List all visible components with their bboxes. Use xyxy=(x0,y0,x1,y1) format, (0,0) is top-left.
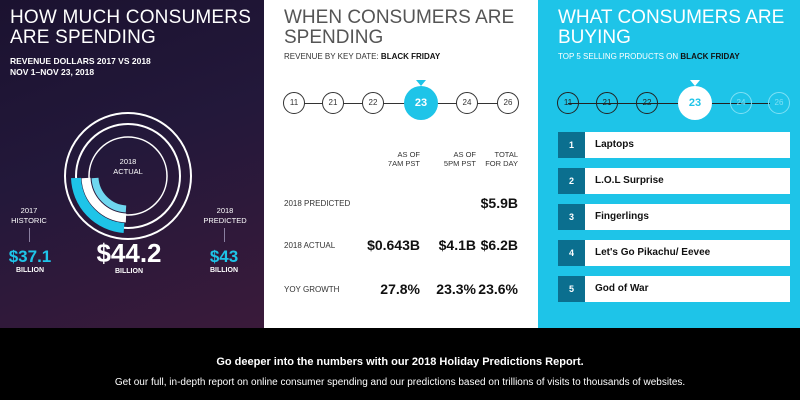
product-row: 3 Fingerlings xyxy=(558,204,790,230)
report-footer: Go deeper into the numbers with our 2018… xyxy=(0,328,800,400)
ring-inner xyxy=(88,136,168,216)
buying-subtitle-prefix: TOP 5 SELLING PRODUCTS ON xyxy=(558,52,681,61)
product-rank: 2 xyxy=(558,168,585,194)
cell-actual-5pm: $4.1B xyxy=(438,237,476,253)
product-name: God of War xyxy=(595,283,649,294)
col-header-7am: AS OF 7AM PST xyxy=(360,150,420,168)
cell-predicted-total: $5.9B xyxy=(480,195,518,211)
spending-title: HOW MUCH CONSUMERS ARE SPENDING xyxy=(10,7,252,48)
date-node-26-right[interactable]: 26 xyxy=(768,92,790,114)
col-header-total: TOTAL FOR DAY xyxy=(458,150,518,168)
timeline-line xyxy=(294,103,508,104)
predicted-connector xyxy=(224,228,225,242)
product-row: 1 Laptops xyxy=(558,132,790,158)
product-name: Laptops xyxy=(595,139,634,150)
spending-panel: HOW MUCH CONSUMERS ARE SPENDING REVENUE … xyxy=(0,0,264,328)
buying-subtitle-key-date: BLACK FRIDAY xyxy=(680,52,740,61)
buying-panel: WHAT CONSUMERS ARE BUYING TOP 5 SELLING … xyxy=(538,0,800,328)
col-header-5pm: AS OF 5PM PST xyxy=(416,150,476,168)
predicted-value: $43 xyxy=(209,247,239,266)
predicted-unit: BILLION xyxy=(210,267,238,274)
predicted-label: 2018 PREDICTED xyxy=(198,206,252,226)
col-header-5pm-l2: 5PM PST xyxy=(443,159,476,168)
actual-label-text: ACTUAL xyxy=(113,167,143,176)
product-rank: 1 xyxy=(558,132,585,158)
col-header-total-l1: TOTAL xyxy=(494,150,518,159)
product-row: 4 Let's Go Pikachu/ Eevee xyxy=(558,240,790,266)
buying-subtitle: TOP 5 SELLING PRODUCTS ON BLACK FRIDAY xyxy=(558,52,740,61)
col-header-7am-l1: AS OF xyxy=(397,150,420,159)
active-date-marker-icon-right xyxy=(690,80,700,86)
timing-title: WHEN CONSUMERS ARE SPENDING xyxy=(284,7,515,48)
historic-value: $37.1 xyxy=(8,247,52,266)
historic-year: 2017 xyxy=(20,206,38,215)
date-node-21[interactable]: 21 xyxy=(322,92,344,114)
date-node-26[interactable]: 26 xyxy=(497,92,519,114)
timing-subtitle-key-date: BLACK FRIDAY xyxy=(380,52,441,61)
actual-label: 2018 ACTUAL xyxy=(98,157,158,177)
cell-actual-7am: $0.643B xyxy=(367,237,420,253)
product-row: 2 L.O.L Surprise xyxy=(558,168,790,194)
col-header-7am-l2: 7AM PST xyxy=(387,159,420,168)
date-node-22[interactable]: 22 xyxy=(362,92,384,114)
col-header-total-l2: FOR DAY xyxy=(485,159,518,168)
actual-label-year: 2018 xyxy=(119,157,137,166)
revenue-rings-graphic xyxy=(64,112,192,240)
ring-middle xyxy=(75,123,181,229)
row-label-actual: 2018 ACTUAL xyxy=(284,241,336,250)
date-timeline: 11 21 22 23 24 26 xyxy=(264,86,538,120)
product-row: 5 God of War xyxy=(558,276,790,302)
date-node-24[interactable]: 24 xyxy=(456,92,478,114)
cell-growth-total: 23.6% xyxy=(478,281,518,297)
timing-subtitle-prefix: REVENUE BY KEY DATE: xyxy=(284,52,381,61)
footer-headline-link[interactable]: Go deeper into the numbers with our 2018… xyxy=(216,356,584,368)
actual-value: $44.2 xyxy=(96,238,162,268)
timeline-line-right xyxy=(568,103,770,104)
historic-label: 2017 HISTORIC xyxy=(2,206,56,226)
timing-subtitle: REVENUE BY KEY DATE: BLACK FRIDAY xyxy=(284,52,440,61)
date-node-23-active-right[interactable]: 23 xyxy=(678,86,712,120)
col-header-5pm-l1: AS OF xyxy=(453,150,476,159)
date-node-21-right[interactable]: 21 xyxy=(596,92,618,114)
date-node-24-right[interactable]: 24 xyxy=(730,92,752,114)
cell-growth-5pm: 23.3% xyxy=(436,281,476,297)
actual-unit: BILLION xyxy=(115,268,143,275)
product-rank: 3 xyxy=(558,204,585,230)
date-node-22-right[interactable]: 22 xyxy=(636,92,658,114)
product-rank: 4 xyxy=(558,240,585,266)
row-label-predicted: 2018 PREDICTED xyxy=(284,199,351,208)
spending-subtitle-line1: REVENUE DOLLARS 2017 VS 2018 xyxy=(10,56,151,66)
active-date-marker-icon xyxy=(416,80,426,86)
product-name: Let's Go Pikachu/ Eevee xyxy=(595,247,711,258)
timing-panel: WHEN CONSUMERS ARE SPENDING REVENUE BY K… xyxy=(264,0,538,328)
spending-subtitle-line2: NOV 1–NOV 23, 2018 xyxy=(10,67,95,77)
date-node-23-active[interactable]: 23 xyxy=(404,86,438,120)
row-label-growth: YOY GROWTH xyxy=(284,285,340,294)
footer-body: Get our full, in-depth report on online … xyxy=(114,377,686,388)
product-rank: 5 xyxy=(558,276,585,302)
cell-actual-total: $6.2B xyxy=(480,237,518,253)
historic-text: HISTORIC xyxy=(11,216,47,225)
arc-predicted xyxy=(91,177,127,213)
predicted-text: PREDICTED xyxy=(203,216,247,225)
product-name: Fingerlings xyxy=(595,211,649,222)
predicted-year: 2018 xyxy=(216,206,234,215)
spending-subtitle: REVENUE DOLLARS 2017 VS 2018 NOV 1–NOV 2… xyxy=(10,56,250,78)
buying-title: WHAT CONSUMERS ARE BUYING xyxy=(558,7,785,48)
arc-actual xyxy=(81,177,127,223)
product-name: L.O.L Surprise xyxy=(595,175,664,186)
arc-historic xyxy=(71,177,125,233)
cell-growth-7am: 27.8% xyxy=(380,281,420,297)
date-timeline-right: 11 21 22 23 24 26 xyxy=(538,86,800,120)
historic-unit: BILLION xyxy=(16,267,44,274)
historic-connector xyxy=(29,228,30,242)
date-node-11-right[interactable]: 11 xyxy=(557,92,579,114)
ring-outer xyxy=(64,112,192,240)
date-node-11[interactable]: 11 xyxy=(283,92,305,114)
